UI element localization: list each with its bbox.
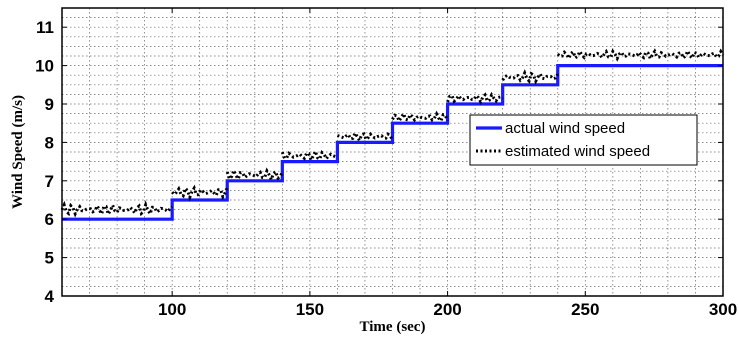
x-tick-label: 100 [158,300,186,319]
legend-label-actual: actual wind speed [505,120,625,137]
series-line-estimated [336,129,394,144]
y-tick-label: 9 [45,95,54,114]
series-line-estimated [446,91,504,106]
series-line-actual [62,63,723,221]
x-axis-label: Time (sec) [360,319,426,335]
series-layer [60,47,725,221]
x-tick-label: 300 [709,300,737,319]
y-tick-label: 10 [35,57,54,76]
series-line-estimated [171,184,229,202]
y-axis-label: Wind Speed (m/s) [10,95,26,209]
ticks [62,8,724,297]
legend: actual wind speed estimated wind speed [469,114,698,166]
y-tick-label: 6 [45,210,54,229]
x-tick-label: 150 [296,300,324,319]
x-tick-label: 250 [571,300,599,319]
y-tick-label: 11 [36,18,54,37]
series-line-estimated [556,47,725,63]
x-tick-label: 200 [433,300,461,319]
tick-labels: 100 150 200 250 300 4 5 6 7 8 9 10 11 [35,18,737,319]
series-line-estimated [225,166,284,184]
legend-box [469,114,698,166]
series-line-estimated [501,69,560,85]
y-tick-label: 4 [45,287,55,306]
y-tick-label: 8 [45,133,54,152]
legend-label-estimated: estimated wind speed [505,143,650,160]
y-tick-label: 5 [45,249,54,268]
series-line-estimated [60,200,174,219]
plot-frame [61,7,724,297]
y-tick-label: 7 [45,172,54,191]
